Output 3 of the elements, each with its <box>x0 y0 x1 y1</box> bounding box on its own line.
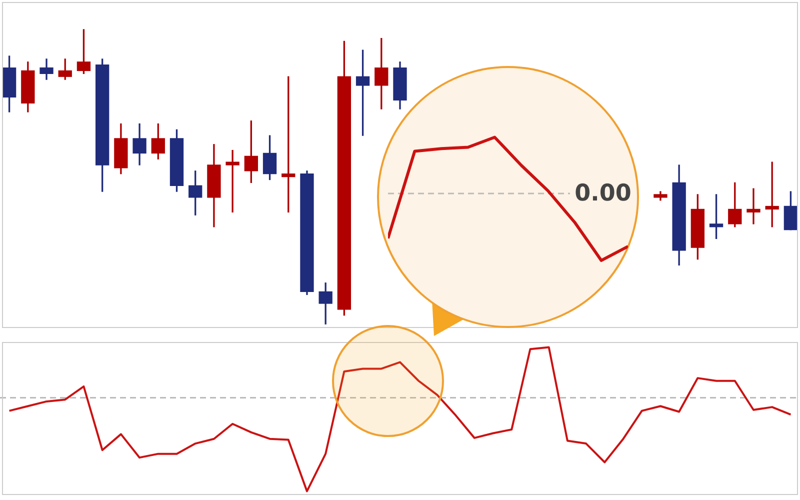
ref-line-label: 0.00 <box>574 180 632 206</box>
candlestick <box>746 188 760 224</box>
candlestick <box>226 150 240 212</box>
